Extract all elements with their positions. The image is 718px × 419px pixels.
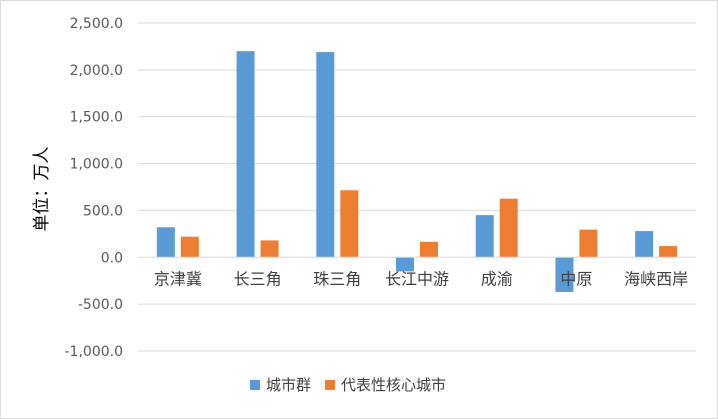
legend: 城市群 代表性核心城市: [250, 376, 446, 394]
y-tick-label: -500.0: [78, 297, 123, 313]
y-tick-label: 1,000.0: [70, 157, 123, 173]
bar-city-cluster: [396, 257, 414, 272]
bar-core-city: [260, 240, 279, 258]
legend-swatch: [325, 380, 335, 390]
y-tick-label: 500.0: [83, 203, 123, 219]
y-tick-label: -1,000.0: [65, 344, 124, 360]
y-tick-label: 1,500.0: [70, 110, 123, 126]
y-tick-label: 2,500.0: [70, 16, 123, 32]
bar-core-city: [499, 198, 518, 258]
bar-core-city: [340, 190, 359, 258]
bars: [156, 51, 678, 292]
bar-city-cluster: [236, 51, 255, 258]
legend-label: 城市群: [266, 376, 311, 394]
x-category-label: 长三角: [234, 269, 282, 288]
bar-city-cluster: [316, 52, 335, 258]
y-tick-label: 2,000.0: [70, 63, 123, 79]
x-axis-categories: 京津冀 长三角 珠三角 长江中游 成渝 中原 海峡西岸: [154, 269, 688, 288]
y-axis-ticks: 2,500.0 2,000.0 1,500.0 1,000.0 500.0 0.0 -500…: [65, 16, 124, 360]
bar-core-city: [579, 229, 598, 258]
x-category-label: 京津冀: [154, 269, 202, 288]
bar-core-city: [659, 246, 678, 258]
x-category-label: 成渝: [481, 269, 513, 288]
x-category-label: 海峡西岸: [624, 269, 688, 288]
bar-city-cluster: [156, 227, 175, 258]
x-category-label: 珠三角: [313, 269, 361, 288]
y-axis-title: 单位：万人: [32, 147, 52, 232]
legend-label: 代表性核心城市: [341, 376, 446, 394]
gridlines: [138, 22, 696, 352]
bar-city-cluster: [555, 257, 574, 292]
x-category-label: 中原: [560, 269, 592, 288]
bar-core-city: [420, 241, 438, 258]
bar-city-cluster: [635, 231, 654, 258]
y-tick-label: 0.0: [101, 250, 123, 266]
legend-swatch: [250, 380, 260, 390]
bar-city-cluster: [475, 215, 494, 258]
x-category-label: 长江中游: [385, 269, 449, 288]
bar-core-city: [180, 236, 199, 258]
